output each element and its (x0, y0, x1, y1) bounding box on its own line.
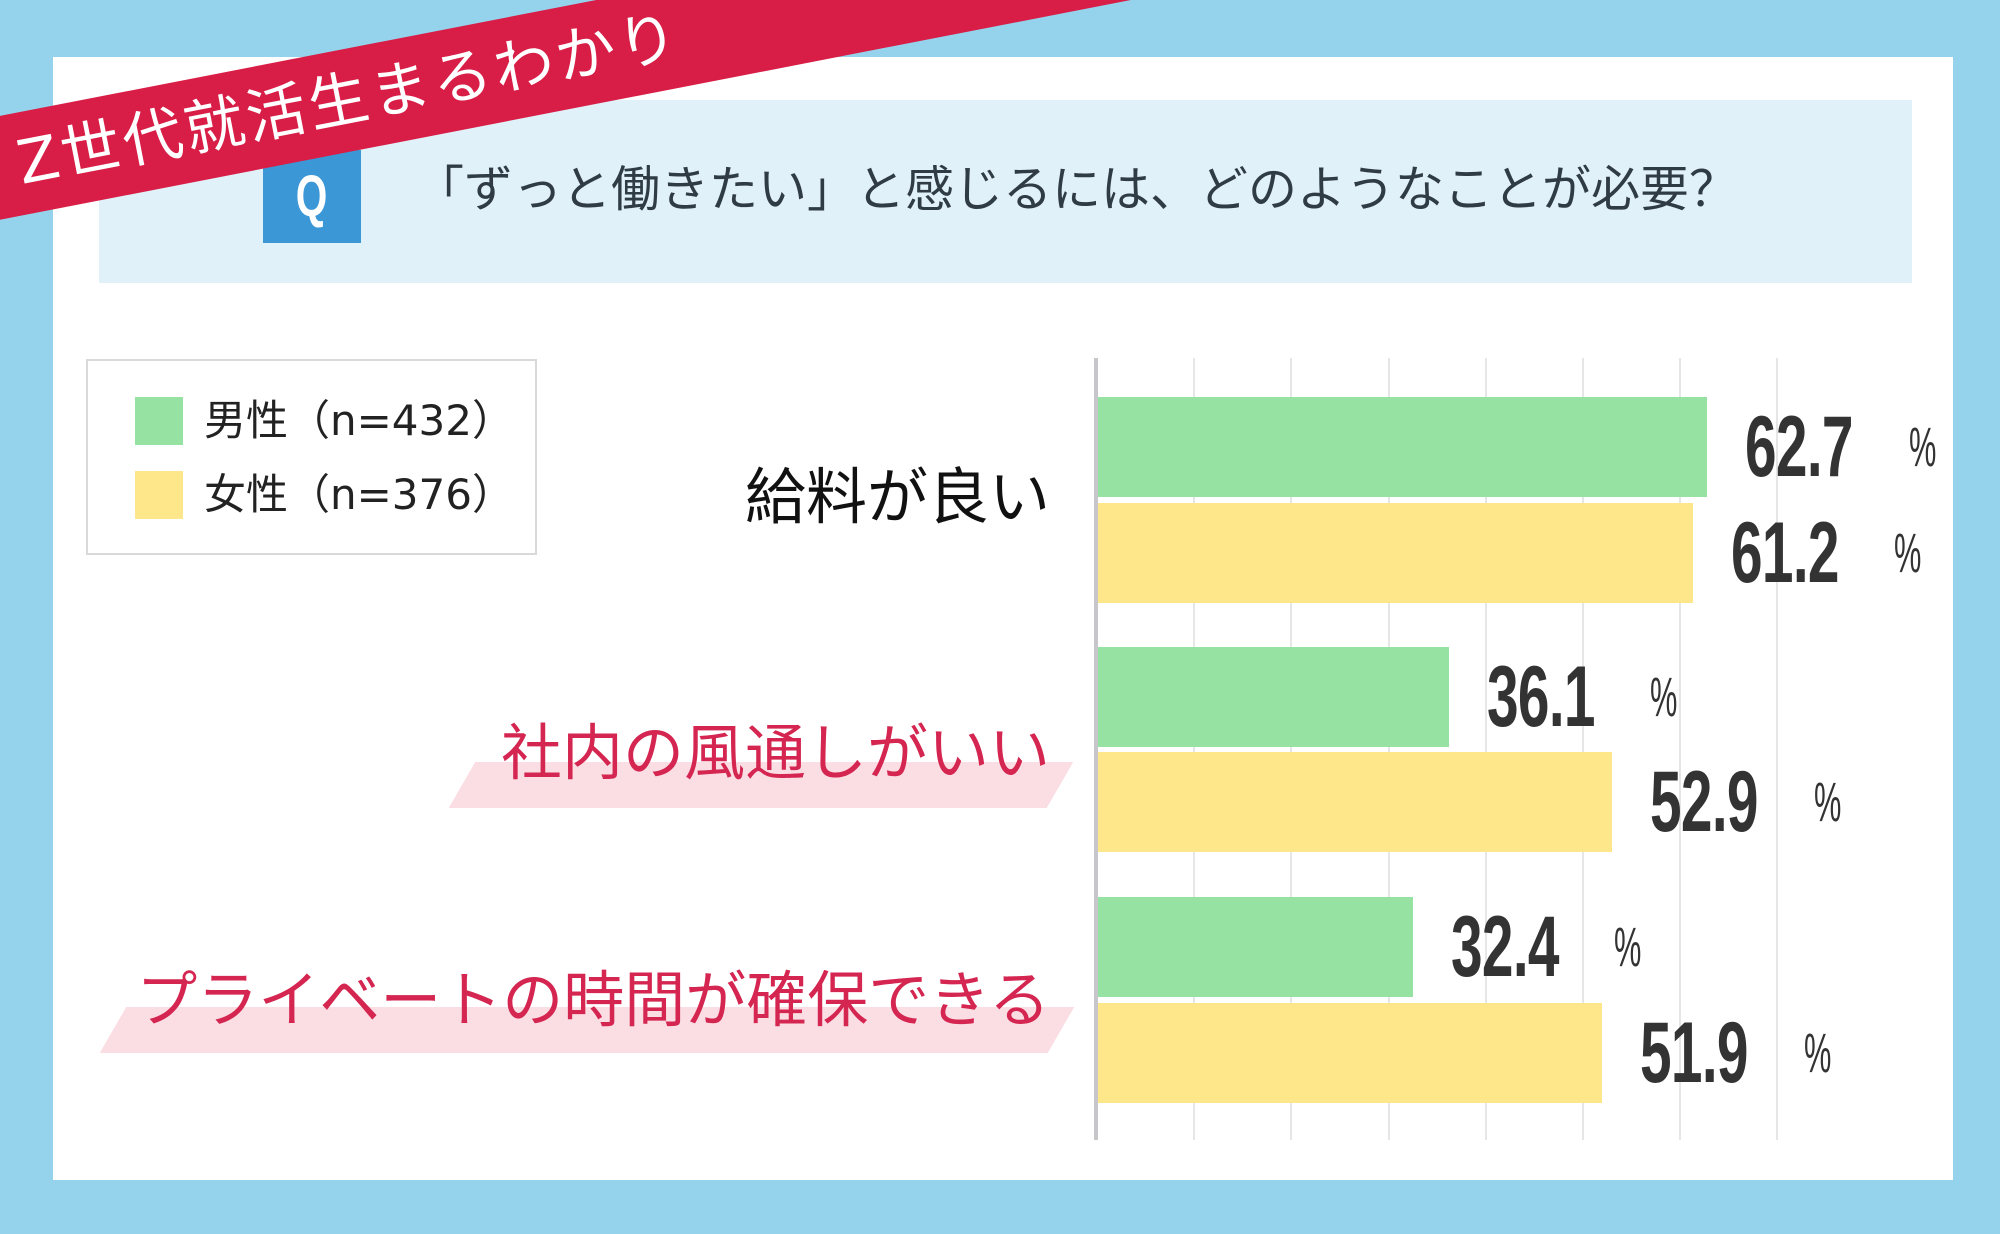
bar-male (1098, 897, 1413, 997)
legend: 男性（n=432） 女性（n=376） (86, 359, 537, 555)
legend-swatch-female (135, 471, 183, 519)
bar-female (1098, 1003, 1603, 1103)
legend-label-male: 男性（n=432） (204, 396, 514, 445)
value-label: 51.9% (1640, 1005, 1832, 1101)
gridline (1387, 358, 1390, 1140)
gridline (1582, 358, 1584, 1140)
value-label: 61.2% (1730, 505, 1922, 601)
y-axis-line (1094, 358, 1098, 1140)
legend-swatch-male (135, 397, 183, 445)
question-text: 「ずっと働きたい」と感じるには、どのようなことが必要？ (415, 161, 1739, 218)
gridline (1484, 358, 1487, 1140)
legend-item-female: 女性（n=376） (135, 471, 514, 519)
category-label-highlighted: プライベートの時間が確保できる (136, 964, 1050, 1036)
gridline (1776, 358, 1779, 1140)
gridline (1290, 358, 1293, 1140)
category-label-highlighted: 社内の風通しがいい (500, 717, 1050, 789)
legend-label-female: 女性（n=376） (204, 470, 514, 519)
value-label: 52.9% (1650, 754, 1841, 850)
bar-female (1098, 752, 1613, 852)
bar-male (1098, 647, 1449, 747)
question-badge-letter: Q (296, 163, 328, 229)
gridline (1193, 358, 1196, 1140)
gridline (1679, 358, 1682, 1140)
value-label: 32.4% (1450, 899, 1642, 995)
bar-male (1098, 397, 1708, 497)
category-label: 給料が良い (744, 461, 1050, 533)
value-label: 62.7% (1745, 399, 1937, 495)
legend-item-male: 男性（n=432） (135, 397, 514, 445)
value-label: 36.1% (1486, 649, 1678, 745)
bar-female (1098, 503, 1693, 603)
